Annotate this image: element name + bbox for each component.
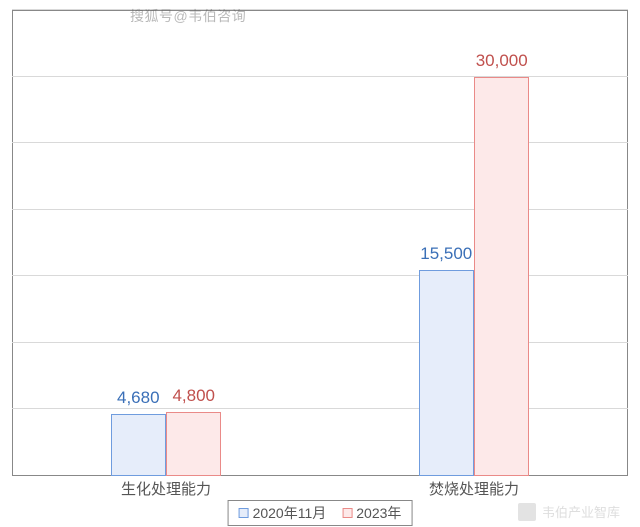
watermark-bottom-text: 韦伯产业智库	[542, 502, 620, 521]
plot-area: 4,6804,80015,50030,000	[12, 10, 628, 476]
bar	[419, 270, 474, 476]
bar-value-label: 30,000	[442, 51, 562, 71]
qr-icon	[518, 503, 536, 521]
legend-swatch	[342, 508, 352, 518]
bar	[474, 77, 529, 476]
legend-label: 2020年11月	[253, 503, 327, 523]
watermark-bottom: 韦伯产业智库	[518, 502, 620, 521]
watermark-top: 搜狐号@韦伯咨询	[130, 6, 246, 26]
x-category-label: 焚烧处理能力	[429, 478, 519, 499]
bars-layer: 4,6804,80015,50030,000	[12, 10, 628, 476]
x-axis: 生化处理能力 焚烧处理能力	[12, 476, 628, 500]
bar-value-label: 4,800	[134, 386, 254, 406]
legend-item: 2023年	[342, 503, 401, 523]
legend-label: 2023年	[356, 503, 401, 523]
legend-item: 2020年11月	[239, 503, 327, 523]
chart-container: 搜狐号@韦伯咨询 4,6804,80015,50030,000 生化处理能力 焚烧…	[0, 0, 640, 527]
x-category-label: 生化处理能力	[121, 478, 211, 499]
legend: 2020年11月 2023年	[228, 500, 413, 526]
legend-swatch	[239, 508, 249, 518]
bar	[166, 412, 221, 476]
bar	[111, 414, 166, 476]
